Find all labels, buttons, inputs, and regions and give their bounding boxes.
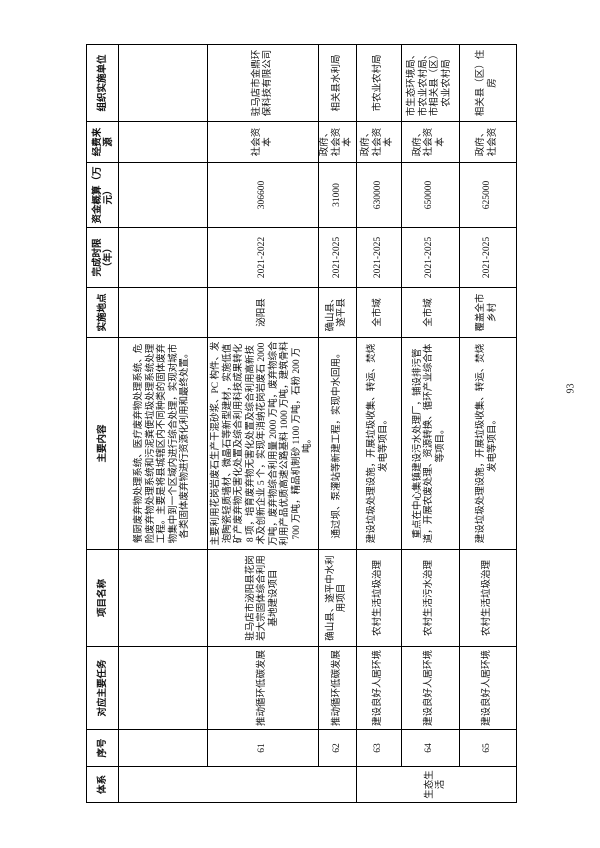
cell-62-budget: 31000 bbox=[318, 162, 356, 228]
cell-62-seq: 62 bbox=[318, 729, 356, 767]
cell-61-funding: 社会资本 bbox=[207, 121, 319, 163]
cell-64-content: 重点在中心集镇建设污水处理厂，铺设排污管道，开展农废处理、资源转换、循环产业综合… bbox=[401, 337, 459, 550]
cell-65-period: 2021-2025 bbox=[459, 227, 516, 288]
header-task: 对应主要任务 bbox=[86, 646, 119, 730]
cell-63-budget: 630000 bbox=[356, 162, 401, 228]
table-row-continuation: 餐厨废弃物处理系统、医疗废弃物处理系统、危险废弃物处理系统和污泥粪便垃圾处理系统… bbox=[118, 44, 356, 803]
cell-65-funding: 政府、社会资 bbox=[459, 121, 516, 163]
cell-cont-location bbox=[118, 287, 208, 338]
cell-64-org: 市生态环境局、市农业农村局、市相关县（区）农业农村局 bbox=[401, 44, 459, 122]
cell-64-budget: 650000 bbox=[401, 162, 459, 228]
cell-62-content: 通过坝、泵灌站等新建工程，实现中水回用。 bbox=[318, 337, 356, 550]
cell-63-period: 2021-2025 bbox=[356, 227, 401, 288]
header-location: 实施地点 bbox=[86, 287, 119, 338]
cell-62-name: 确山县、遂平中水利用项目 bbox=[318, 549, 356, 647]
cell-63-task: 建设良好人居环境 bbox=[356, 646, 401, 730]
table-header-row: 体系 序号 对应主要任务 项目名称 主要内容 实施地点 完成时限（年） 资金概算… bbox=[86, 44, 119, 803]
cell-65-content: 建设垃圾处理设施，开展垃圾收集、转运、焚烧发电等项目。 bbox=[459, 337, 516, 550]
cell-65-org: 相关县（区）住房 bbox=[459, 44, 516, 122]
cell-64-location: 全市域 bbox=[401, 287, 459, 338]
cell-65-budget: 625000 bbox=[459, 162, 516, 228]
header-funding: 经费来源 bbox=[86, 121, 119, 163]
header-org: 组织实施单位 bbox=[86, 44, 119, 122]
cell-63-org: 市农业农村局 bbox=[356, 44, 401, 122]
cell-cont-name bbox=[118, 549, 208, 647]
cell-61-content: 主要利用花岗岩废石生产干混砂浆、PC 构件、发泡陶瓷轻质墙材、微晶石等新型建材，… bbox=[207, 337, 319, 550]
table-row-61: 61 推动循环低碳发展 驻马店市泌阳县花岗岩大宗固体综合利用基地建设项目 主要利… bbox=[207, 44, 319, 803]
header-period: 完成时限（年） bbox=[86, 227, 119, 288]
table-row-65: 65 建设良好人居环境 农村生活垃圾治理 建设垃圾处理设施，开展垃圾收集、转运、… bbox=[459, 44, 516, 803]
header-content: 主要内容 bbox=[86, 337, 119, 550]
cell-65-task: 建设良好人居环境 bbox=[459, 646, 516, 730]
cell-64-task: 建设良好人居环境 bbox=[401, 646, 459, 730]
header-name: 项目名称 bbox=[86, 549, 119, 647]
cell-64-name: 农村生活污水治理 bbox=[401, 549, 459, 647]
cell-cont-content: 餐厨废弃物处理系统、医疗废弃物处理系统、危险废弃物处理系统和污泥粪便垃圾处理系统… bbox=[118, 337, 208, 550]
cell-cont-seq bbox=[118, 729, 208, 767]
cell-63-content: 建设垃圾处理设施，开展垃圾收集、转运、焚烧发电等项目。 bbox=[356, 337, 401, 550]
header-seq: 序号 bbox=[86, 729, 119, 767]
cell-63-seq: 63 bbox=[356, 729, 401, 767]
cell-61-name: 驻马店市泌阳县花岗岩大宗固体综合利用基地建设项目 bbox=[207, 549, 319, 647]
cell-65-name: 农村生活垃圾治理 bbox=[459, 549, 516, 647]
cell-64-period: 2021-2025 bbox=[401, 227, 459, 288]
cell-65-location: 覆盖全市乡村 bbox=[459, 287, 516, 338]
cell-62-task: 推动循环低碳发展 bbox=[318, 646, 356, 730]
cell-61-org: 驻马店市金鼎环保科技有限公司 bbox=[207, 44, 319, 122]
project-table: 体系 序号 对应主要任务 项目名称 主要内容 实施地点 完成时限（年） 资金概算… bbox=[86, 44, 517, 803]
cell-63-location: 全市域 bbox=[356, 287, 401, 338]
cell-62-funding: 政府、社会资本 bbox=[318, 121, 356, 163]
cell-cont-period bbox=[118, 227, 208, 288]
cell-61-budget: 306600 bbox=[207, 162, 319, 228]
cell-61-location: 泌阳县 bbox=[207, 287, 319, 338]
table-row-62: 62 推动循环低碳发展 确山县、遂平中水利用项目 通过坝、泵灌站等新建工程，实现… bbox=[318, 44, 356, 803]
table-row-63: 生态生活 63 建设良好人居环境 农村生活垃圾治理 建设垃圾处理设施，开展垃圾收… bbox=[356, 44, 516, 803]
cell-cont-funding bbox=[118, 121, 208, 163]
rotated-table-wrapper: 体系 序号 对应主要任务 项目名称 主要内容 实施地点 完成时限（年） 资金概算… bbox=[86, 44, 517, 803]
table-row-64: 64 建设良好人居环境 农村生活污水治理 重点在中心集镇建设污水处理厂，铺设排污… bbox=[401, 44, 459, 803]
cell-62-period: 2021-2025 bbox=[318, 227, 356, 288]
header-tixi: 体系 bbox=[86, 766, 119, 803]
cell-cont-org bbox=[118, 44, 208, 122]
cell-64-funding: 政府、社会资本 bbox=[401, 121, 459, 163]
cell-tixi-group-2: 生态生活 bbox=[356, 766, 516, 803]
cell-cont-budget bbox=[118, 162, 208, 228]
cell-tixi-group-1 bbox=[118, 766, 356, 803]
cell-62-location: 确山县、遂平县 bbox=[318, 287, 356, 338]
cell-65-seq: 65 bbox=[459, 729, 516, 767]
page-number: 93 bbox=[565, 383, 577, 394]
cell-62-org: 相关县水利局 bbox=[318, 44, 356, 122]
cell-cont-task bbox=[118, 646, 208, 730]
cell-63-funding: 政府、社会资本 bbox=[356, 121, 401, 163]
header-budget: 资金概算（万元） bbox=[86, 162, 119, 228]
cell-61-period: 2021-2022 bbox=[207, 227, 319, 288]
cell-61-task: 推动循环低碳发展 bbox=[207, 646, 319, 730]
cell-61-seq: 61 bbox=[207, 729, 319, 767]
cell-63-name: 农村生活垃圾治理 bbox=[356, 549, 401, 647]
cell-64-seq: 64 bbox=[401, 729, 459, 767]
